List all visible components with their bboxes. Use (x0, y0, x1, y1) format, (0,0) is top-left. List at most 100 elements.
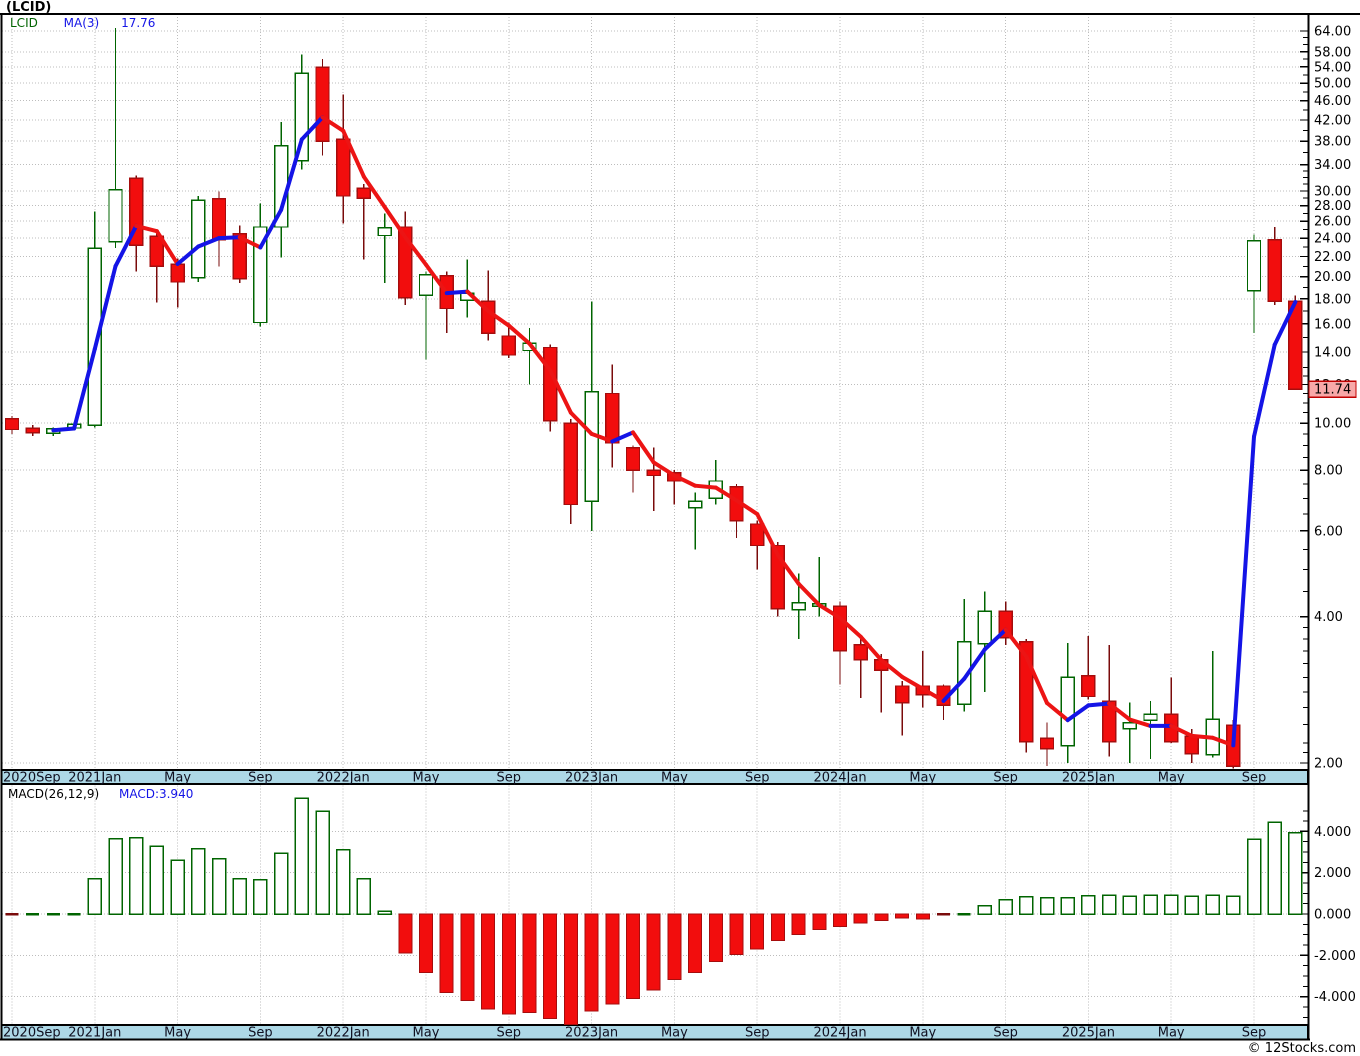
macd-bar (5, 912, 19, 916)
candle-body (646, 469, 661, 477)
axis-tick-label: Sep (993, 771, 1018, 786)
macd-bar (232, 878, 247, 915)
axis-tick-label: 34.00 (1314, 158, 1351, 173)
candle-body (750, 523, 765, 547)
ma3-line-segment (465, 289, 491, 313)
candle-body (1122, 722, 1138, 730)
ma3-line-segment (962, 647, 987, 681)
candle-body (1039, 737, 1055, 750)
candle-body (977, 610, 993, 645)
ma3-line-segment (838, 615, 863, 639)
ma3-line-segment (320, 115, 346, 133)
axis-tick-label: Sep (745, 771, 770, 786)
macd-bar (87, 878, 103, 915)
axis-tick-label: May (164, 1026, 191, 1041)
axis-tick-label: 26.00 (1314, 215, 1351, 230)
axis-tick-label: May (661, 1026, 688, 1041)
macd-bar (1019, 896, 1034, 915)
ma3-line-segment (154, 229, 180, 267)
macd-bar (1143, 894, 1158, 915)
candle-body (253, 226, 268, 324)
ma3-line-segment (589, 431, 615, 444)
macd-bar (667, 913, 682, 980)
ma3-line-segment (1210, 735, 1236, 748)
ma3-line-segment (900, 674, 925, 691)
axis-tick-label: Sep (745, 1026, 770, 1041)
macd-bar (1226, 895, 1241, 915)
ma3-line-segment (610, 430, 635, 444)
axis-tick-label: -4.000 (1314, 990, 1356, 1005)
ma3-line-segment (775, 553, 801, 586)
candle-body (584, 391, 599, 503)
ma3-line-segment (51, 426, 77, 433)
axis-tick-label: 2024Jan (813, 1026, 866, 1041)
macd-bar (26, 912, 40, 916)
legend-ma-label: MA(3) (63, 16, 100, 30)
candle-body (315, 66, 330, 142)
axis-tick-label: 54.00 (1314, 60, 1351, 75)
axis-tick-label: 2021Jan (68, 1026, 121, 1041)
macd-bar (46, 912, 60, 916)
axis-tick-label: 4.00 (1314, 610, 1343, 625)
macd-bar (853, 913, 868, 924)
candle-body (894, 685, 910, 704)
macd-bar (481, 913, 496, 1010)
axis-tick-label: 58.00 (1314, 45, 1351, 60)
candle-body (356, 187, 372, 199)
ma3-line-segment (1169, 723, 1194, 738)
axis-tick-label: 16.00 (1314, 317, 1351, 332)
ma3-line-segment (279, 137, 304, 212)
ma3-line-segment (879, 658, 905, 679)
candle-body (4, 418, 20, 431)
macd-bar (273, 852, 289, 915)
ma3-line-segment (1086, 701, 1112, 708)
ma3-line-segment (858, 634, 884, 663)
candle-body (418, 273, 434, 297)
macd-bar (522, 913, 537, 1014)
macd-bar (543, 913, 558, 1019)
axis-tick-label: May (661, 771, 688, 786)
macd-bar (626, 913, 640, 999)
axis-tick-label: 30.00 (1314, 185, 1351, 200)
ma3-line-segment (403, 235, 428, 267)
axis-tick-label: 2.00 (1314, 756, 1343, 771)
macd-bar (1205, 894, 1220, 915)
axis-tick-label: May (413, 771, 440, 786)
macd-bar (1246, 838, 1262, 915)
axis-tick-label: 0.000 (1314, 908, 1351, 923)
ma3-line-segment (548, 368, 573, 415)
candle-body (87, 247, 103, 426)
axis-tick-label: Sep (497, 771, 522, 786)
current-price-badge (1308, 380, 1357, 398)
ma3-line-segment (1127, 717, 1153, 728)
ma3-line-segment (72, 347, 97, 431)
macd-bar (812, 913, 827, 931)
candle-body (336, 138, 351, 197)
macd-bar (791, 913, 806, 936)
macd-bar (211, 858, 227, 915)
macd-bar (605, 913, 620, 1005)
axis-tick-label: 2.000 (1314, 866, 1351, 881)
macd-bar (688, 913, 703, 973)
ma3-line-segment (361, 174, 387, 209)
ma3-line-segment (817, 603, 842, 620)
ma3-line-segment (92, 264, 118, 352)
axis-tick-label: 38.00 (1314, 135, 1351, 150)
candle-body (1246, 240, 1262, 292)
ma3-line-segment (175, 244, 201, 267)
macd-bar (439, 913, 454, 993)
macd-bar (563, 913, 578, 1025)
axis-tick-label: Sep (248, 1026, 273, 1041)
axis-tick-label: May (413, 1026, 440, 1041)
ma3-line-segment (1107, 701, 1132, 722)
axis-tick-label: Sep (497, 1026, 522, 1041)
ma3-line-segment (1045, 700, 1070, 723)
macd-bar (253, 878, 268, 915)
macd-bar (1060, 897, 1075, 915)
candle-body (853, 644, 868, 661)
axis-tick-label: 2021Jan (68, 771, 121, 786)
macd-bar (770, 913, 785, 941)
candle-body (625, 446, 641, 471)
candle-body (1143, 713, 1158, 721)
